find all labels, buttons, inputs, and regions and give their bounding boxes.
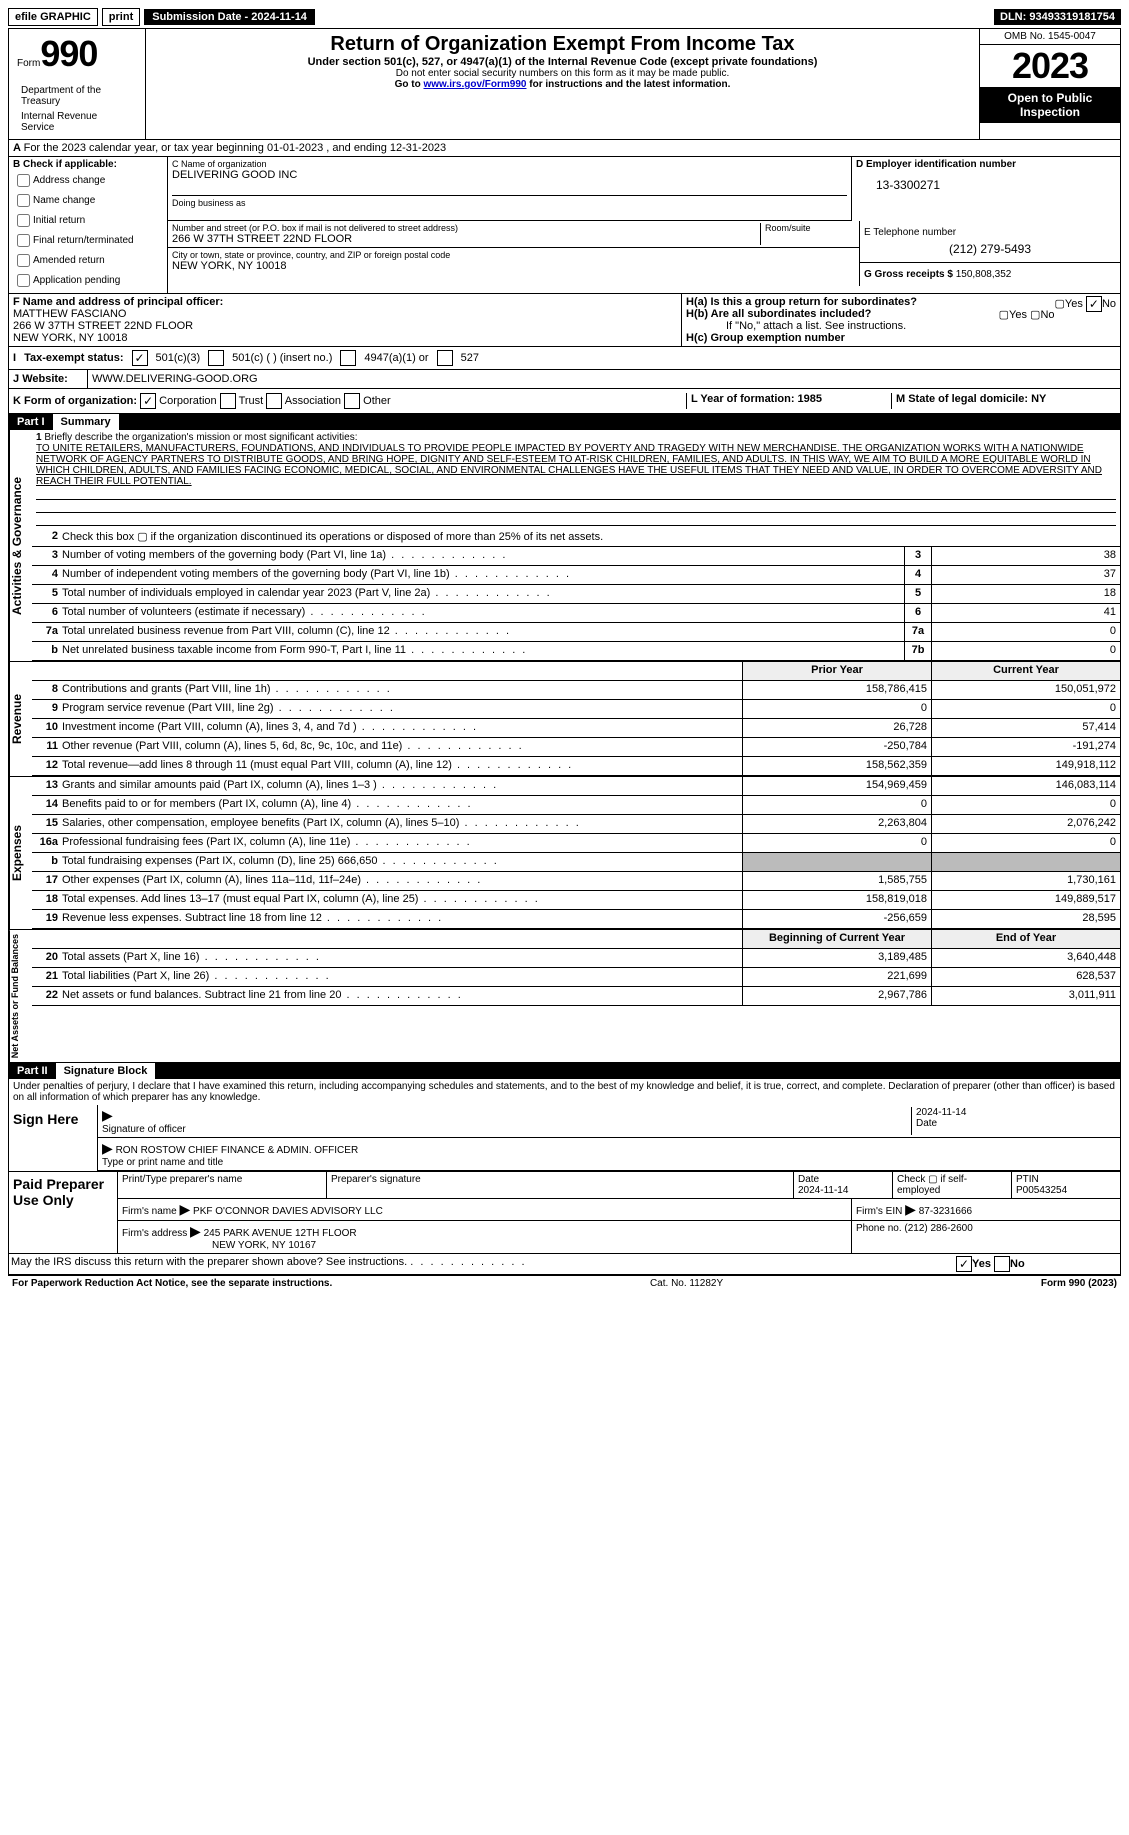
- pra-notice: For Paperwork Reduction Act Notice, see …: [12, 1278, 332, 1289]
- declaration: Under penalties of perjury, I declare th…: [9, 1079, 1120, 1105]
- principal-officer: F Name and address of principal officer:…: [9, 294, 682, 346]
- discuss-question: May the IRS discuss this return with the…: [9, 1254, 952, 1274]
- table-row: 15 Salaries, other compensation, employe…: [32, 815, 1120, 834]
- addr-change-check[interactable]: [17, 174, 30, 187]
- table-row: 9 Program service revenue (Part VIII, li…: [32, 700, 1120, 719]
- table-row: 4 Number of independent voting members o…: [32, 566, 1120, 585]
- year-box: OMB No. 1545-0047 2023 Open to Public In…: [979, 29, 1120, 139]
- table-row: 12 Total revenue—add lines 8 through 11 …: [32, 757, 1120, 776]
- self-emp-check: Check ▢ if self-employed: [893, 1172, 1012, 1198]
- revenue-header: Prior YearCurrent Year: [32, 662, 1120, 681]
- table-row: 19 Revenue less expenses. Subtract line …: [32, 910, 1120, 929]
- table-row: b Total fundraising expenses (Part IX, c…: [32, 853, 1120, 872]
- form-of-org: K Form of organization: Corporation Trus…: [13, 393, 686, 409]
- form-title: Return of Organization Exempt From Incom…: [146, 29, 979, 139]
- table-row: b Net unrelated business taxable income …: [32, 642, 1120, 661]
- mission-text: 1 Briefly describe the organization's mi…: [32, 430, 1120, 528]
- check-applicable: B Check if applicable: Address change Na…: [9, 157, 168, 293]
- table-row: 22 Net assets or fund balances. Subtract…: [32, 987, 1120, 1006]
- officer-sig: ▶Signature of officer: [102, 1107, 911, 1135]
- name-change-check[interactable]: [17, 194, 30, 207]
- tax-year-row: A For the 2023 calendar year, or tax yea…: [9, 140, 1120, 157]
- city-address: City or town, state or province, country…: [172, 250, 855, 272]
- corp-check: [140, 393, 156, 409]
- group-no-check: [1086, 296, 1102, 312]
- cat-no: Cat. No. 11282Y: [650, 1278, 723, 1289]
- telephone: E Telephone number (212) 279-5493: [860, 221, 1120, 263]
- submission-date: Submission Date - 2024-11-14: [144, 9, 315, 25]
- firm-name: Firm's name ▶ PKF O'CONNOR DAVIES ADVISO…: [118, 1199, 852, 1220]
- ein-box: D Employer identification number 13-3300…: [851, 157, 1120, 221]
- table-row: 21 Total liabilities (Part X, line 26) 2…: [32, 968, 1120, 987]
- table-row: 20 Total assets (Part X, line 16) 3,189,…: [32, 949, 1120, 968]
- officer-name: ▶ RON ROSTOW CHIEF FINANCE & ADMIN. OFFI…: [98, 1138, 1120, 1171]
- website-url: WWW.DELIVERING-GOOD.ORG: [88, 370, 1120, 388]
- paid-preparer-label: Paid Preparer Use Only: [9, 1172, 118, 1253]
- na-header: Beginning of Current YearEnd of Year: [32, 930, 1120, 949]
- efile-label: efile GRAPHIC: [8, 8, 98, 26]
- preparer-name: Print/Type preparer's name: [118, 1172, 327, 1198]
- tax-exempt-status: I Tax-exempt status: 501(c)(3) 501(c) ( …: [9, 347, 1120, 370]
- amended-return-check[interactable]: [17, 254, 30, 267]
- form-footer: Form 990 (2023): [1041, 1278, 1117, 1289]
- street-address: Number and street (or P.O. box if mail i…: [172, 223, 760, 245]
- table-row: 7a Total unrelated business revenue from…: [32, 623, 1120, 642]
- table-row: 18 Total expenses. Add lines 13–17 (must…: [32, 891, 1120, 910]
- table-row: 14 Benefits paid to or for members (Part…: [32, 796, 1120, 815]
- table-row: 13 Grants and similar amounts paid (Part…: [32, 777, 1120, 796]
- table-row: 5 Total number of individuals employed i…: [32, 585, 1120, 604]
- state-domicile: M State of legal domicile: NY: [891, 393, 1116, 409]
- year-formation: L Year of formation: 1985: [686, 393, 891, 409]
- website-label: J Website:: [9, 370, 88, 388]
- final-return-check[interactable]: [17, 234, 30, 247]
- print-button[interactable]: print: [102, 8, 140, 26]
- ptin: PTINP00543254: [1012, 1172, 1120, 1198]
- sign-here-label: Sign Here: [9, 1105, 98, 1171]
- group-return: H(a) Is this a group return for subordin…: [682, 294, 1120, 346]
- app-pending-check[interactable]: [17, 274, 30, 287]
- discuss-answer: Yes No: [952, 1254, 1120, 1274]
- table-row: 6 Total number of volunteers (estimate i…: [32, 604, 1120, 623]
- firm-phone: Phone no. (212) 286-2600: [852, 1221, 1120, 1253]
- initial-return-check[interactable]: [17, 214, 30, 227]
- table-row: 3 Number of voting members of the govern…: [32, 547, 1120, 566]
- preparer-sig: Preparer's signature: [327, 1172, 794, 1198]
- org-name-box: C Name of organization DELIVERING GOOD I…: [168, 157, 851, 221]
- dln: DLN: 93493319181754: [994, 9, 1121, 25]
- sig-date: 2024-11-14Date: [911, 1107, 1116, 1135]
- irs-link[interactable]: www.irs.gov/Form990: [423, 79, 526, 90]
- table-row: 2Check this box ▢ if the organization di…: [32, 528, 1120, 547]
- activities-governance-label: Activities & Governance: [9, 430, 32, 661]
- firm-ein: Firm's EIN ▶ 87-3231666: [852, 1199, 1120, 1220]
- gross-receipts: G Gross receipts $ 150,808,352: [860, 263, 1120, 286]
- prep-date: Date2024-11-14: [794, 1172, 893, 1198]
- table-row: 17 Other expenses (Part IX, column (A), …: [32, 872, 1120, 891]
- table-row: 8 Contributions and grants (Part VIII, l…: [32, 681, 1120, 700]
- net-assets-label: Net Assets or Fund Balances: [9, 930, 32, 1062]
- revenue-label: Revenue: [9, 662, 32, 776]
- form-number-box: Form990 Department of the Treasury Inter…: [9, 29, 146, 139]
- firm-address: Firm's address ▶ 245 PARK AVENUE 12TH FL…: [118, 1221, 852, 1253]
- part2-header: Part II Signature Block: [9, 1063, 1120, 1079]
- table-row: 16a Professional fundraising fees (Part …: [32, 834, 1120, 853]
- expenses-label: Expenses: [9, 777, 32, 929]
- table-row: 11 Other revenue (Part VIII, column (A),…: [32, 738, 1120, 757]
- 501c3-check: [132, 350, 148, 366]
- table-row: 10 Investment income (Part VIII, column …: [32, 719, 1120, 738]
- part1-header: Part I Summary: [9, 414, 1120, 430]
- room-suite: Room/suite: [760, 223, 855, 245]
